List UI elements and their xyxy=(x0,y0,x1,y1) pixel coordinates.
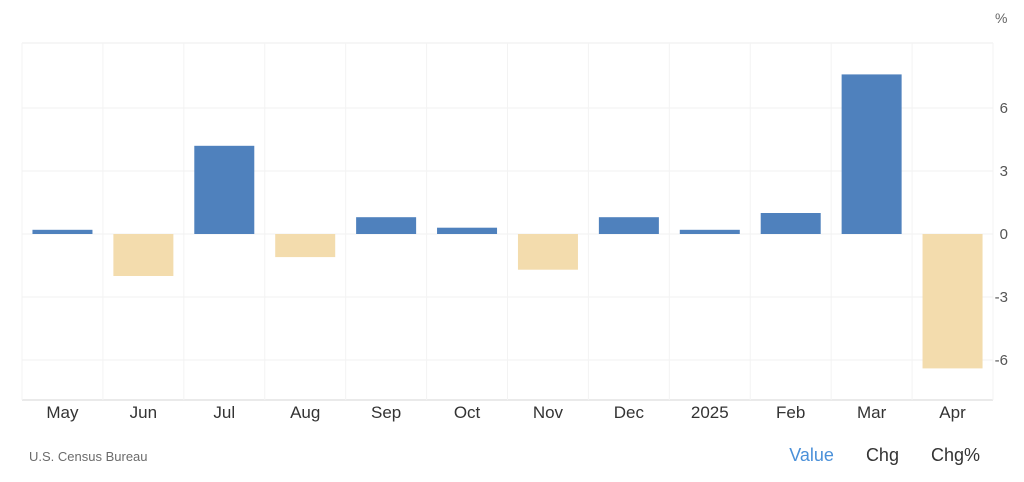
x-tick-label: Sep xyxy=(371,403,401,422)
bar-chart: 630-3-6 May Jun Jul Aug Sep Oct Nov Dec 2025 Feb M… xyxy=(21,10,1008,422)
x-tick-label: Mar xyxy=(857,403,887,422)
bar-sep[interactable] xyxy=(356,217,417,234)
x-tick-label: Aug xyxy=(290,403,320,422)
x-tick-label: May xyxy=(46,403,79,422)
bar-aug[interactable] xyxy=(275,234,336,258)
source-label: U.S. Census Bureau xyxy=(29,449,148,464)
bar-2025[interactable] xyxy=(679,229,740,234)
bar-apr[interactable] xyxy=(922,234,983,369)
grid xyxy=(21,42,994,401)
y-unit-label: % xyxy=(995,10,1007,26)
tab-chg[interactable]: Chg xyxy=(865,445,899,465)
bar-oct[interactable] xyxy=(437,227,498,234)
x-tick-label: Dec xyxy=(614,403,645,422)
x-tick-label: 2025 xyxy=(691,403,729,422)
bar-nov[interactable] xyxy=(517,234,578,270)
x-tick-label: Apr xyxy=(939,403,966,422)
bar-jul[interactable] xyxy=(194,145,255,234)
x-tick-label: Feb xyxy=(776,403,805,422)
x-tick-label: Jul xyxy=(213,403,235,422)
bar-mar[interactable] xyxy=(841,74,902,235)
bar-may[interactable] xyxy=(32,229,93,234)
bar-jun[interactable] xyxy=(113,234,174,276)
bars xyxy=(32,74,983,369)
y-tick-label: -6 xyxy=(995,352,1008,369)
bar-dec[interactable] xyxy=(598,217,659,234)
y-axis-ticks: 6 3 0 -3 -6 xyxy=(995,100,1008,369)
x-tick-label: Nov xyxy=(533,403,564,422)
tab-value[interactable]: Value xyxy=(789,445,834,465)
x-axis-ticks: May Jun Jul Aug Sep Oct Nov Dec 2025 Feb Mar Apr xyxy=(46,403,966,422)
y-tick-label: 0 xyxy=(1000,226,1008,243)
y-tick-label: 3 xyxy=(1000,163,1008,180)
y-tick-label: -3 xyxy=(995,289,1008,306)
bar-feb[interactable] xyxy=(760,213,821,234)
tab-chg-percent[interactable]: Chg% xyxy=(930,445,980,465)
y-tick-label: 6 xyxy=(1000,100,1008,117)
x-tick-label: Oct xyxy=(454,403,481,422)
view-tabs: Value Chg Chg% xyxy=(757,445,980,466)
x-tick-label: Jun xyxy=(130,403,157,422)
